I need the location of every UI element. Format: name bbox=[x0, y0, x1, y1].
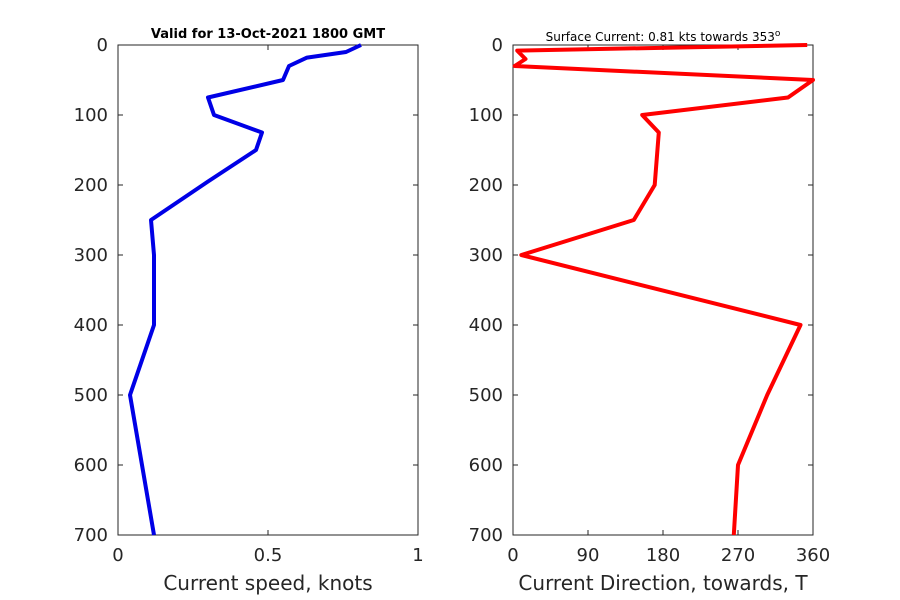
direction-y-tick-label: 300 bbox=[469, 245, 503, 266]
direction-y-tick-label: 400 bbox=[469, 315, 503, 336]
speed-y-tick-label: 200 bbox=[74, 175, 108, 196]
direction-chart-title: Surface Current: 0.81 kts towards 353o bbox=[546, 29, 781, 44]
speed-y-tick-label: 700 bbox=[74, 525, 108, 546]
direction-y-tick-label: 500 bbox=[469, 385, 503, 406]
direction-x-tick-label: 180 bbox=[646, 545, 680, 566]
speed-plot-frame bbox=[117, 44, 419, 536]
direction-y-tick-label: 200 bbox=[469, 175, 503, 196]
speed-x-tick-label: 0 bbox=[112, 545, 123, 566]
direction-y-tick-label: 600 bbox=[469, 455, 503, 476]
direction-x-axis-label: Current Direction, towards, T bbox=[518, 571, 808, 595]
direction-profile-line bbox=[512, 43, 815, 536]
speed-y-tick-label: 100 bbox=[74, 105, 108, 126]
direction-y-tick-label: 0 bbox=[492, 35, 503, 56]
speed-chart-title: Valid for 13-Oct-2021 1800 GMT bbox=[151, 27, 385, 42]
speed-y-tick-label: 500 bbox=[74, 385, 108, 406]
speed-y-tick-label: 400 bbox=[74, 315, 108, 336]
direction-x-tick-label: 360 bbox=[796, 545, 830, 566]
speed-y-tick-label: 0 bbox=[97, 35, 108, 56]
speed-panel: Valid for 13-Oct-2021 1800 GMT Current s… bbox=[74, 27, 424, 595]
speed-y-tick-label: 300 bbox=[74, 245, 108, 266]
speed-x-tick-label: 1 bbox=[412, 545, 423, 566]
speed-x-axis-label: Current speed, knots bbox=[163, 571, 372, 595]
direction-y-tick-label: 100 bbox=[469, 105, 503, 126]
speed-profile-line bbox=[128, 43, 362, 536]
direction-x-tick-label: 270 bbox=[721, 545, 755, 566]
direction-panel: Surface Current: 0.81 kts towards 353o C… bbox=[469, 29, 831, 595]
speed-y-tick-label: 600 bbox=[74, 455, 108, 476]
direction-y-tick-label: 700 bbox=[469, 525, 503, 546]
direction-x-tick-label: 90 bbox=[577, 545, 600, 566]
direction-chart-title-text: Surface Current: 0.81 kts towards 353 bbox=[546, 30, 775, 44]
speed-x-tick-label: 0.5 bbox=[254, 545, 283, 566]
direction-x-tick-label: 0 bbox=[507, 545, 518, 566]
degree-superscript: o bbox=[775, 29, 781, 39]
